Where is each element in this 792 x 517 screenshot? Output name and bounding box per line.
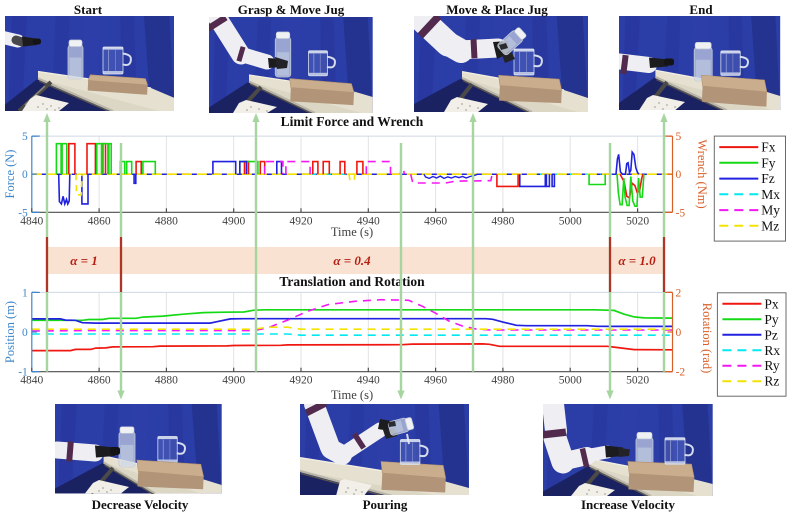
svg-text:4880: 4880 — [155, 375, 178, 387]
svg-text:α = 1.0: α = 1.0 — [618, 253, 656, 268]
svg-text:-5: -5 — [18, 207, 28, 219]
svg-text:5: 5 — [22, 131, 28, 143]
svg-text:4900: 4900 — [222, 215, 245, 227]
svg-text:0: 0 — [676, 169, 682, 181]
svg-text:4920: 4920 — [290, 215, 313, 227]
svg-text:Ry: Ry — [764, 358, 779, 373]
svg-text:4900: 4900 — [222, 375, 245, 387]
svg-text:Force (N): Force (N) — [3, 150, 17, 199]
svg-text:Time (s): Time (s) — [331, 225, 373, 239]
svg-text:Fz: Fz — [761, 171, 775, 186]
svg-text:My: My — [761, 203, 780, 218]
svg-text:5: 5 — [676, 131, 682, 143]
svg-text:4920: 4920 — [290, 375, 313, 387]
svg-text:4960: 4960 — [424, 215, 447, 227]
svg-text:Mx: Mx — [761, 187, 780, 202]
svg-text:5020: 5020 — [626, 215, 649, 227]
svg-text:Time (s): Time (s) — [331, 388, 373, 402]
svg-text:Mz: Mz — [761, 218, 779, 233]
svg-text:4860: 4860 — [88, 375, 111, 387]
svg-text:Px: Px — [764, 296, 779, 311]
svg-text:Fx: Fx — [761, 140, 776, 155]
svg-text:Rx: Rx — [764, 343, 780, 358]
svg-text:α = 0.4: α = 0.4 — [333, 253, 371, 268]
svg-text:4980: 4980 — [491, 215, 514, 227]
svg-text:2: 2 — [676, 287, 682, 299]
svg-text:5000: 5000 — [559, 375, 582, 387]
svg-text:4980: 4980 — [491, 375, 514, 387]
svg-text:4940: 4940 — [357, 215, 380, 227]
svg-text:0: 0 — [22, 169, 28, 181]
svg-text:4940: 4940 — [357, 375, 380, 387]
svg-text:Translation and Rotation: Translation and Rotation — [279, 274, 425, 289]
svg-text:4840: 4840 — [20, 215, 43, 227]
svg-text:1: 1 — [22, 287, 28, 299]
svg-text:5020: 5020 — [626, 375, 649, 387]
svg-text:0: 0 — [676, 327, 682, 339]
svg-text:-2: -2 — [676, 367, 686, 379]
svg-text:Py: Py — [764, 312, 779, 327]
svg-text:5000: 5000 — [559, 215, 582, 227]
svg-text:Limit Force and Wrench: Limit Force and Wrench — [281, 114, 424, 129]
svg-text:4960: 4960 — [424, 375, 447, 387]
svg-text:0: 0 — [22, 327, 28, 339]
svg-text:Pz: Pz — [764, 327, 778, 342]
svg-text:-1: -1 — [18, 367, 28, 379]
svg-text:-5: -5 — [676, 207, 686, 219]
svg-text:4840: 4840 — [20, 375, 43, 387]
svg-text:4860: 4860 — [88, 215, 111, 227]
svg-text:Fy: Fy — [761, 155, 776, 170]
svg-text:α = 1: α = 1 — [70, 253, 98, 268]
svg-text:Wrench (Nm): Wrench (Nm) — [695, 139, 709, 208]
svg-text:Position (m): Position (m) — [3, 301, 17, 363]
svg-text:Rotation (rad): Rotation (rad) — [700, 303, 714, 373]
svg-text:Rz: Rz — [764, 374, 779, 389]
svg-text:4880: 4880 — [155, 215, 178, 227]
